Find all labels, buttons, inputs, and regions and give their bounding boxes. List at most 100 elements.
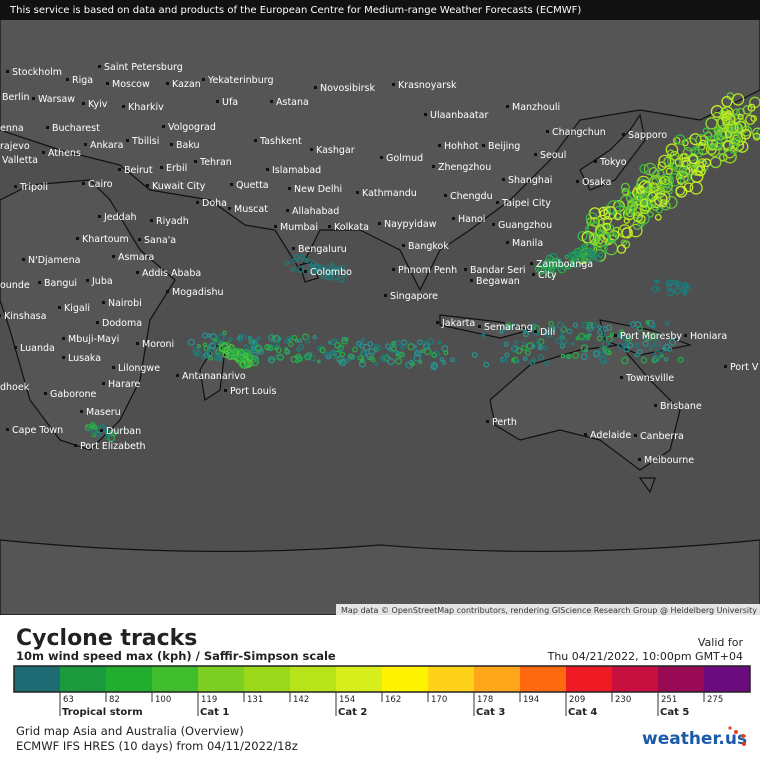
track-point — [273, 341, 281, 348]
track-point — [645, 320, 650, 325]
track-point — [422, 343, 430, 350]
track-point — [737, 113, 744, 120]
track-point — [674, 157, 684, 167]
city-dot — [380, 156, 383, 159]
track-point — [537, 344, 543, 351]
track-point — [360, 337, 366, 342]
city-label: Canberra — [640, 431, 684, 442]
track-point — [338, 276, 345, 283]
city-label: Jakarta — [441, 318, 475, 329]
city-label: Beirut — [124, 165, 153, 176]
city-dot — [22, 258, 25, 261]
city-label: N'Djamena — [28, 255, 80, 266]
city-label: Islamabad — [272, 165, 321, 176]
track-point — [570, 341, 575, 346]
track-point — [373, 343, 380, 350]
city-label: Durban — [106, 426, 141, 437]
track-point — [566, 328, 573, 335]
city-dot — [534, 153, 537, 156]
city-label: Port Louis — [230, 386, 276, 397]
city-dot — [42, 151, 45, 154]
track-point — [702, 127, 710, 135]
city-label: Khartoum — [82, 234, 129, 245]
track-point — [395, 357, 403, 365]
track-point — [658, 154, 672, 168]
city-label: Ufa — [222, 97, 238, 108]
city-dot — [166, 290, 169, 293]
track-point — [653, 339, 661, 347]
track-point — [352, 346, 358, 353]
city-dot — [98, 215, 101, 218]
city-dot — [620, 376, 623, 379]
track-point — [414, 351, 420, 357]
track-point — [546, 268, 555, 278]
category-label: Cat 5 — [660, 707, 689, 718]
color-scale: 63 82 100 119 131 142 154 162 170 178 194 209 230 251… — [13, 665, 751, 718]
track-point — [327, 340, 332, 345]
city-dot — [194, 160, 197, 163]
track-point — [681, 281, 690, 290]
track-point — [268, 334, 276, 342]
city-dot — [102, 301, 105, 304]
track-point — [559, 335, 564, 340]
city-label: Lusaka — [68, 353, 101, 364]
track-point — [344, 272, 349, 277]
city-dot — [576, 180, 579, 183]
city-dot — [384, 294, 387, 297]
city-dot — [546, 130, 549, 133]
track-point — [698, 158, 707, 167]
track-point — [572, 351, 580, 359]
city-label: Gaborone — [50, 389, 97, 400]
city-label: Bangkok — [408, 241, 449, 252]
city-dot — [270, 100, 273, 103]
track-point — [556, 266, 562, 272]
city-dot — [534, 330, 537, 333]
attribution: Map data © OpenStreetMap contributors, r… — [341, 606, 757, 615]
track-point — [293, 254, 300, 262]
track-point — [529, 359, 536, 366]
track-point — [551, 326, 556, 331]
track-point — [712, 111, 722, 121]
track-point — [623, 217, 630, 224]
city-dot — [166, 82, 169, 85]
city-label: Cape Town — [12, 425, 63, 436]
track-point — [287, 338, 292, 342]
track-point — [584, 254, 594, 264]
city-dot — [286, 209, 289, 212]
track-point — [515, 347, 523, 355]
track-point — [602, 346, 607, 351]
track-point — [591, 237, 599, 244]
track-point — [731, 93, 745, 106]
track-point — [653, 279, 658, 284]
city-dot — [38, 281, 41, 284]
track-point — [651, 323, 656, 328]
track-point — [399, 351, 405, 358]
track-point — [401, 339, 408, 346]
scale-label: 63 — [63, 695, 74, 705]
track-point — [196, 344, 202, 349]
scale-label: 154 — [339, 695, 355, 705]
scale-swatch — [14, 666, 60, 692]
track-point — [542, 261, 548, 267]
track-point — [339, 351, 346, 358]
track-point — [702, 158, 712, 168]
track-point — [284, 260, 290, 266]
city-label: Yekaterinburg — [207, 75, 274, 86]
category-label: Cat 3 — [476, 707, 505, 718]
track-point — [208, 355, 214, 361]
track-point — [733, 136, 742, 145]
city-label: Mumbai — [280, 222, 318, 233]
track-point — [651, 285, 659, 293]
track-point — [504, 324, 511, 331]
track-point — [376, 345, 383, 351]
track-point — [395, 350, 400, 355]
track-point — [716, 133, 724, 141]
city-label: Stockholm — [12, 67, 62, 78]
scale-swatch — [336, 666, 382, 692]
city-label: Zhengzhou — [438, 162, 491, 173]
track-point — [564, 254, 569, 260]
track-point — [674, 280, 682, 288]
valid-label: Valid for — [698, 636, 744, 649]
track-point — [602, 326, 608, 332]
track-point — [620, 239, 628, 246]
